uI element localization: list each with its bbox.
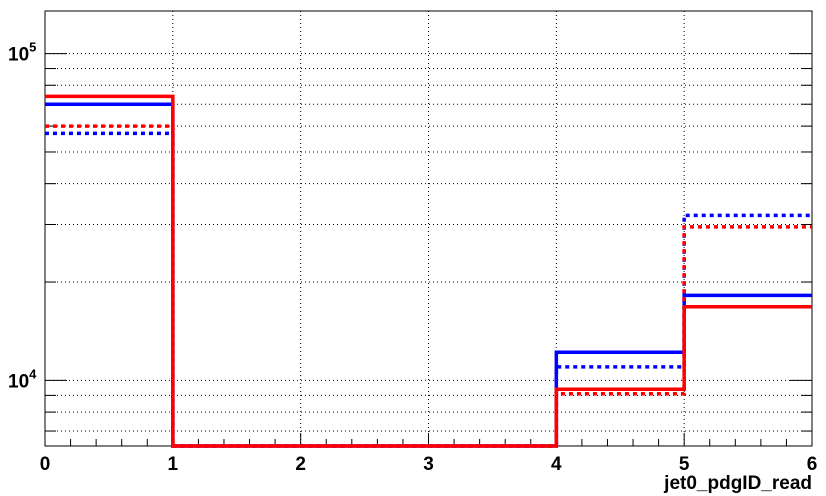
x-tick-label: 4	[551, 454, 562, 475]
tick-labels: 0 1 2 3 4 5 6 104 105	[8, 40, 817, 475]
x-axis-title: jet0_pdgID_read	[663, 473, 812, 494]
axis-ticks	[44, 53, 813, 446]
y-tick-label: 105	[8, 40, 36, 66]
x-tick-label: 5	[679, 454, 690, 475]
y-tick-label: 104	[8, 366, 37, 392]
x-tick-label: 1	[168, 454, 179, 475]
plot-frame	[44, 10, 813, 447]
grid-lines	[45, 11, 812, 446]
x-tick-label: 3	[423, 454, 434, 475]
x-tick-label: 0	[40, 454, 51, 475]
x-tick-label: 6	[807, 454, 818, 475]
x-tick-label: 2	[295, 454, 306, 475]
histogram-series	[45, 94, 812, 448]
series-line-3	[45, 124, 812, 448]
